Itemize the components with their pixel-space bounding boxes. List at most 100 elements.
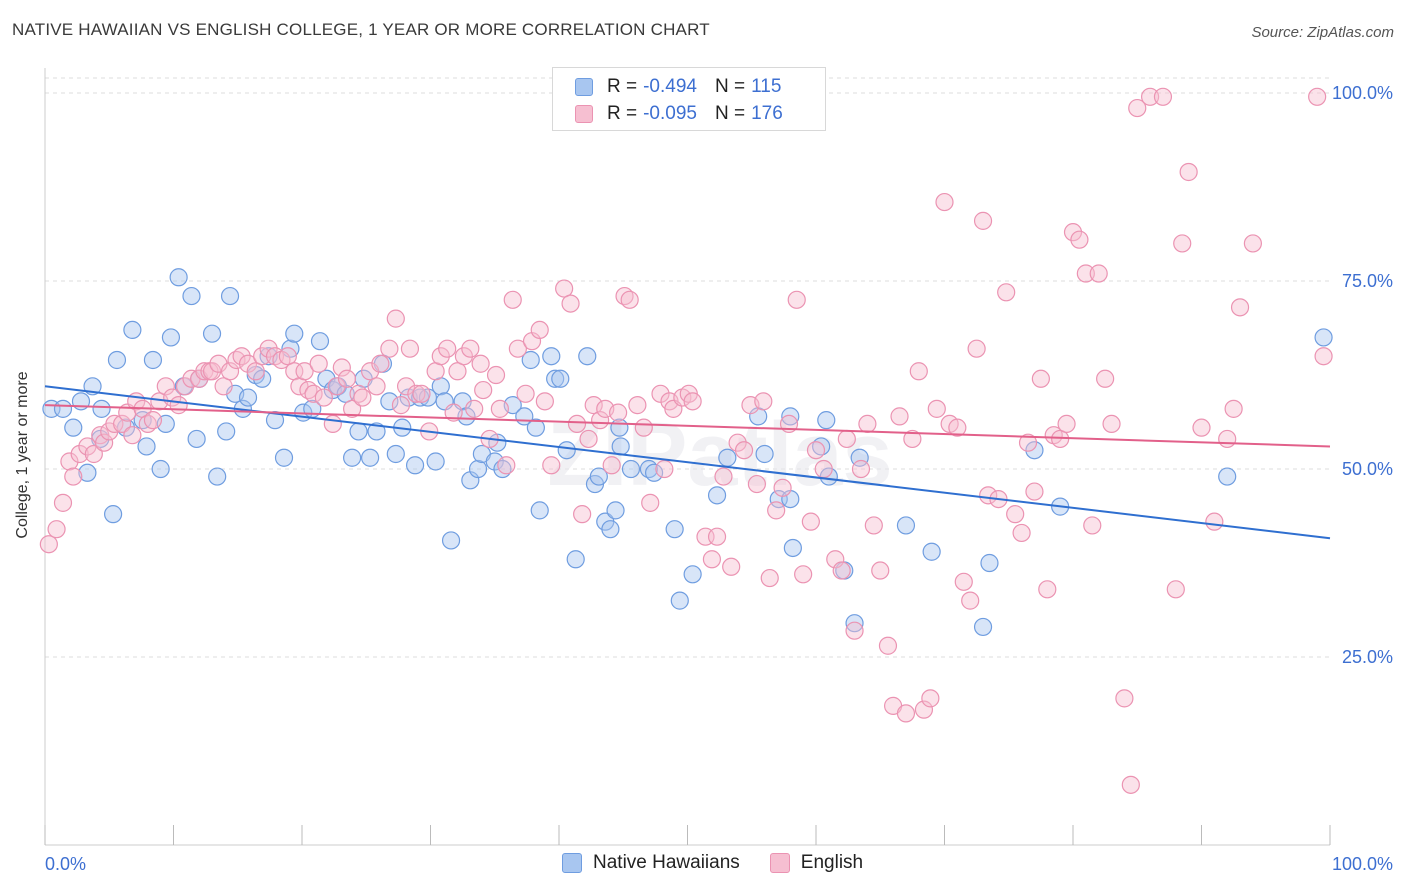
y-tick-label: 25.0% — [1342, 647, 1393, 667]
scatter-point — [826, 550, 845, 569]
scatter-point — [542, 347, 561, 366]
scatter-point — [468, 459, 488, 479]
scatter-point — [295, 362, 314, 381]
scatter-point — [896, 516, 916, 535]
scatter-point — [448, 362, 467, 381]
legend-row-native-hawaiians: R = -0.494 N = 115 — [575, 74, 787, 100]
scatter-point — [380, 392, 399, 411]
scatter-point — [530, 501, 549, 520]
r-label: R = — [607, 103, 638, 124]
scatter-point — [217, 422, 236, 441]
scatter-point — [441, 531, 461, 550]
scatter-point — [1243, 234, 1263, 253]
scatter-point — [579, 429, 598, 449]
scatter-point — [309, 354, 328, 373]
scatter-point — [1089, 264, 1108, 283]
scatter-point — [557, 441, 576, 460]
scatter-point — [1025, 482, 1044, 501]
scatter-point — [665, 520, 684, 539]
legend-row-english: R = -0.095 N = 176 — [575, 101, 789, 127]
scatter-point — [232, 347, 251, 366]
scatter-point — [78, 463, 97, 482]
scatter-point — [722, 557, 741, 576]
scatter-point — [465, 399, 484, 418]
scatter-point — [621, 459, 641, 479]
scatter-point — [343, 399, 362, 418]
scatter-point — [39, 535, 58, 554]
scatter-point — [1314, 347, 1333, 366]
scatter-point — [486, 365, 506, 385]
scatter-point — [903, 429, 922, 449]
scatter-point — [806, 441, 826, 460]
scatter-point — [878, 636, 898, 655]
scatter-point — [431, 377, 450, 396]
scatter-point — [683, 392, 702, 411]
scatter-point — [337, 369, 357, 388]
scatter-point — [1173, 234, 1192, 253]
scatter-point — [620, 290, 639, 309]
scatter-point — [845, 621, 864, 640]
scatter-point — [561, 294, 580, 313]
scatter-point — [84, 444, 103, 464]
scatter-point — [1218, 429, 1237, 449]
scatter-point — [566, 550, 585, 569]
scatter-point — [490, 399, 509, 418]
scatter-point — [589, 467, 608, 486]
scatter-point — [444, 403, 463, 422]
scatter-point — [1224, 399, 1243, 418]
scatter-point — [1218, 467, 1237, 486]
scatter-point — [1179, 162, 1198, 182]
scatter-point — [747, 474, 766, 494]
scatter-point — [220, 362, 240, 381]
scatter-point — [551, 369, 570, 388]
x-tick-label: 100.0% — [1332, 854, 1393, 874]
scatter-point — [161, 328, 181, 347]
scatter-point — [535, 392, 554, 411]
scatter-point — [601, 520, 620, 539]
scatter-point — [92, 399, 111, 418]
scatter-point — [438, 339, 457, 358]
scatter-point — [584, 396, 603, 415]
scatter-point — [817, 411, 836, 430]
scatter-point — [783, 538, 802, 558]
scatter-point — [611, 437, 630, 456]
scatter-point — [1031, 369, 1050, 388]
scatter-point — [526, 418, 545, 437]
scatter-point — [156, 377, 175, 396]
scatter-point — [718, 448, 737, 467]
scatter-point — [935, 192, 954, 212]
scatter-point — [1128, 98, 1147, 118]
scatter-point — [948, 418, 967, 437]
scatter-point — [890, 407, 909, 426]
scatter-point — [773, 478, 792, 497]
scatter-point — [1012, 523, 1031, 543]
scatter-point — [967, 339, 986, 358]
scatter-point — [1166, 580, 1185, 599]
scatter-point — [426, 452, 445, 471]
scatter-point — [814, 459, 833, 479]
scatter-point — [973, 617, 993, 637]
x-tick-label: 0.0% — [45, 854, 86, 874]
scatter-point — [1038, 580, 1057, 599]
scatter-point — [361, 448, 380, 467]
scatter-point — [1025, 441, 1044, 460]
scatter-point — [202, 324, 222, 343]
scatter-point — [187, 429, 206, 449]
scatter-point — [497, 456, 516, 475]
scatter-point — [64, 418, 83, 437]
scatter-point — [278, 347, 297, 366]
scatter-point — [980, 553, 999, 573]
scatter-point — [169, 268, 188, 287]
scatter-point — [412, 384, 431, 403]
r-label: R = — [607, 76, 638, 97]
legend-item-native-hawaiians[interactable]: Native Hawaiians — [562, 852, 740, 874]
scatter-point — [979, 486, 998, 505]
scatter-point — [238, 388, 258, 407]
scatter-point — [832, 561, 851, 580]
scatter-point — [386, 444, 405, 464]
scatter-point — [70, 444, 89, 464]
legend-item-english[interactable]: English — [769, 852, 863, 874]
legend-swatch-pink — [769, 853, 790, 873]
scatter-point — [871, 561, 890, 580]
scatter-point — [641, 493, 660, 512]
